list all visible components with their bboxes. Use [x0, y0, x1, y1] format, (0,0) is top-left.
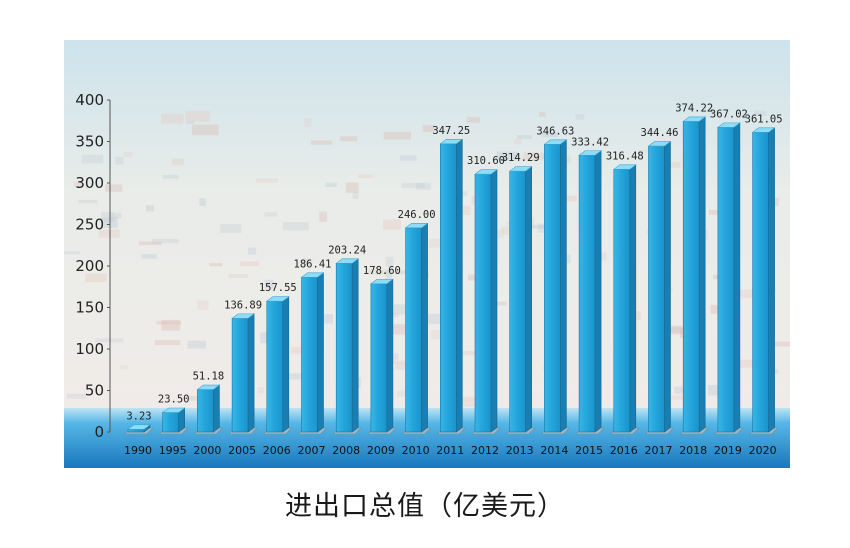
x-tick-label-1995: 1995 — [159, 444, 187, 457]
x-tick-label-2008: 2008 — [332, 444, 360, 457]
bar-2012 — [471, 169, 501, 435]
x-tick-label-1990: 1990 — [124, 444, 152, 457]
x-tick-label-2005: 2005 — [228, 444, 256, 457]
x-tick-label-2019: 2019 — [714, 444, 742, 457]
y-tick-label: 200 — [75, 257, 104, 275]
data-label-2007: 186.41 — [294, 258, 332, 270]
chart-title: 进出口总值（亿美元） — [285, 491, 565, 522]
y-tick-label: 0 — [94, 423, 104, 441]
data-label-2020: 361.05 — [745, 113, 783, 125]
bar-2005 — [228, 313, 258, 435]
x-tick-label-2020: 2020 — [749, 444, 777, 457]
bar-2017 — [644, 140, 675, 435]
data-label-2018: 374.22 — [675, 102, 713, 114]
data-label-2000: 51.18 — [193, 371, 225, 383]
data-label-1990: 3.23 — [126, 410, 151, 422]
data-label-2015: 333.42 — [571, 136, 609, 148]
bar-2018 — [679, 116, 709, 435]
x-tick-label-2007: 2007 — [298, 444, 326, 457]
x-tick-label-2006: 2006 — [263, 444, 291, 457]
y-axis: 0 50 100 150 200 250 300 350 400 — [75, 91, 111, 441]
data-label-2019: 367.02 — [710, 108, 748, 120]
bar-2006 — [263, 296, 293, 435]
data-label-2016: 316.48 — [606, 150, 644, 162]
x-tick-label-2016: 2016 — [610, 444, 638, 457]
bar-2007 — [297, 272, 328, 435]
bar-2013 — [505, 166, 536, 435]
x-tick-label-2014: 2014 — [540, 444, 568, 457]
data-label-2011: 347.25 — [432, 125, 470, 137]
data-label-2006: 157.55 — [259, 282, 297, 294]
y-tick-label: 250 — [75, 216, 104, 234]
bar-1995 — [158, 407, 189, 435]
y-tick-label: 150 — [75, 299, 104, 317]
bar-2009 — [367, 278, 397, 435]
x-tick-label-2018: 2018 — [679, 444, 707, 457]
bar-2020 — [748, 127, 779, 435]
data-label-2008: 203.24 — [328, 244, 366, 256]
x-tick-label-2015: 2015 — [575, 444, 603, 457]
y-tick-label: 100 — [75, 340, 104, 358]
bar-2015 — [575, 150, 605, 435]
chart-panel: 0 50 100 150 200 250 300 350 400 3.23 23.50 51.18 1… — [64, 40, 790, 468]
y-tick-label: 300 — [75, 174, 104, 192]
bar-2011 — [436, 138, 467, 435]
x-tick-label-2009: 2009 — [367, 444, 395, 457]
bar-2008 — [332, 258, 362, 435]
bars — [124, 116, 779, 435]
y-tick-label: 50 — [85, 382, 104, 400]
data-label-2005: 136.89 — [224, 299, 262, 311]
data-label-2010: 246.00 — [398, 209, 436, 221]
data-label-2012: 310.60 — [467, 155, 505, 167]
x-axis: 1990 1995 2000 2005 2006 2007 2008 2009 2010 2011… — [124, 444, 777, 457]
bar-2014 — [540, 139, 571, 435]
data-label-2017: 344.46 — [641, 127, 679, 139]
data-label-1995: 23.50 — [158, 393, 190, 405]
x-tick-label-2012: 2012 — [471, 444, 499, 457]
bar-2010 — [401, 222, 432, 435]
x-tick-label-2000: 2000 — [193, 444, 221, 457]
data-label-2009: 178.60 — [363, 265, 401, 277]
bar-2016 — [610, 164, 640, 435]
x-tick-label-2011: 2011 — [436, 444, 464, 457]
bar-2019 — [714, 122, 744, 435]
x-tick-label-2010: 2010 — [402, 444, 430, 457]
x-tick-label-2013: 2013 — [506, 444, 534, 457]
bar-2000 — [193, 384, 224, 435]
bar-1990 — [124, 424, 154, 435]
data-label-2014: 346.63 — [536, 125, 574, 137]
y-tick-label: 400 — [75, 91, 104, 109]
y-tick-label: 350 — [75, 133, 104, 151]
data-label-2013: 314.29 — [502, 152, 540, 164]
x-tick-label-2017: 2017 — [645, 444, 673, 457]
